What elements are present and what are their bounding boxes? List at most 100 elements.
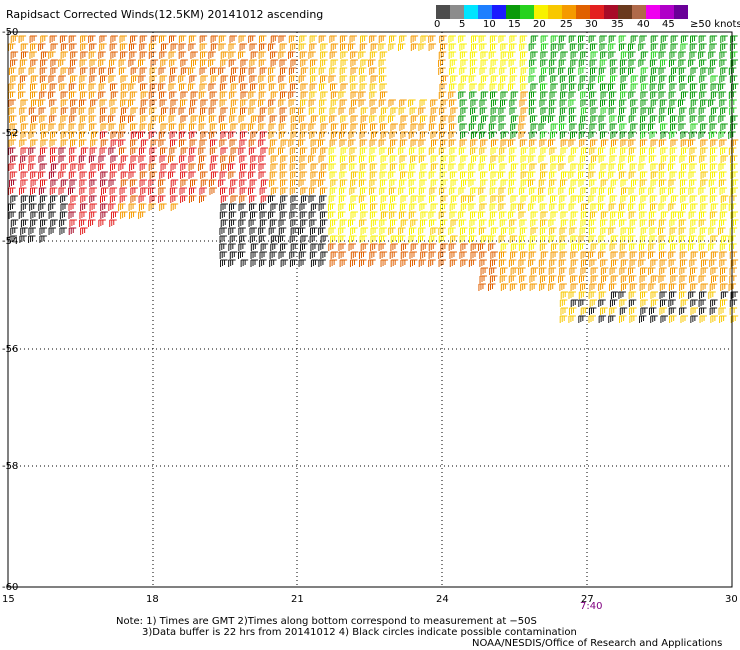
wind-barb — [480, 235, 489, 243]
wind-barb — [378, 139, 387, 147]
wind-barb — [648, 251, 656, 259]
wind-barb — [578, 59, 587, 67]
wind-barb — [569, 219, 578, 227]
wind-barb — [570, 59, 578, 67]
wind-barb — [270, 235, 279, 243]
wind-barb — [579, 155, 588, 163]
wind-barb — [710, 83, 719, 91]
wind-barb — [710, 91, 719, 99]
wind-barb — [288, 99, 297, 107]
wind-barb — [560, 171, 569, 179]
wind-barb — [670, 67, 679, 75]
map-frame — [7, 31, 733, 588]
wind-barb — [629, 315, 637, 323]
wind-barb — [550, 35, 559, 43]
wind-barb — [199, 43, 208, 51]
wind-barb — [699, 315, 708, 323]
wind-barb — [549, 59, 557, 67]
wind-barb — [390, 259, 399, 267]
wind-barb — [730, 179, 739, 187]
wind-barb — [209, 163, 218, 171]
scale-segment — [674, 5, 688, 19]
wind-barb — [258, 163, 266, 171]
wind-barb — [449, 171, 458, 179]
wind-barb — [628, 187, 637, 195]
wind-barb — [719, 211, 728, 219]
wind-barb — [349, 163, 357, 171]
wind-barb — [529, 147, 538, 155]
wind-barb — [660, 211, 669, 219]
wind-barb — [689, 147, 697, 155]
wind-barb — [300, 187, 308, 195]
wind-barb — [289, 83, 298, 91]
scale-segment — [478, 5, 492, 19]
wind-barb — [619, 243, 628, 251]
wind-barb — [490, 59, 499, 67]
wind-barb — [588, 195, 596, 203]
wind-barb — [518, 243, 527, 251]
wind-barb — [348, 203, 357, 211]
wind-barb — [680, 131, 688, 139]
wind-barb — [730, 59, 739, 67]
wind-barb — [438, 59, 446, 67]
wind-barb — [418, 43, 426, 51]
wind-barb — [8, 187, 16, 195]
wind-barb — [350, 195, 358, 203]
wind-barb — [128, 59, 136, 67]
wind-barb — [180, 163, 188, 171]
wind-barb — [279, 163, 288, 171]
wind-barb — [350, 83, 358, 91]
wind-barb — [110, 107, 118, 115]
wind-barb — [580, 147, 589, 155]
wind-barb — [278, 99, 286, 107]
wind-barb — [580, 115, 588, 123]
wind-barb — [29, 83, 38, 91]
wind-barb — [628, 203, 636, 211]
wind-barb — [369, 171, 378, 179]
wind-barb — [309, 251, 318, 259]
wind-barb — [200, 131, 208, 139]
wind-barb — [108, 203, 116, 211]
wind-barb — [230, 179, 238, 187]
wind-barb — [479, 275, 488, 283]
wind-barb — [560, 307, 568, 315]
wind-barb — [308, 155, 316, 163]
wind-barb — [229, 235, 238, 243]
wind-barb — [620, 195, 628, 203]
wind-barb — [340, 123, 349, 131]
wind-barb — [330, 251, 339, 259]
wind-barb — [560, 83, 569, 91]
wind-barb — [440, 195, 448, 203]
wind-barb — [719, 171, 727, 179]
wind-barb — [88, 91, 97, 99]
wind-barb — [600, 163, 608, 171]
wind-barb — [270, 91, 279, 99]
wind-barb — [638, 203, 647, 211]
wind-barb — [598, 291, 607, 299]
wind-barb — [300, 59, 308, 67]
wind-barb — [278, 51, 286, 59]
wind-barb — [499, 211, 507, 219]
wind-barb — [360, 35, 368, 43]
wind-barb — [20, 123, 29, 131]
wind-barb — [638, 243, 647, 251]
wind-barb — [458, 219, 467, 227]
wind-barb — [270, 59, 279, 67]
wind-barb — [549, 171, 557, 179]
wind-barb — [689, 259, 697, 267]
wind-barb — [10, 75, 18, 83]
wind-barb — [568, 155, 576, 163]
wind-barb — [648, 187, 656, 195]
wind-barb — [570, 243, 579, 251]
wind-barb — [460, 155, 468, 163]
wind-barb — [220, 107, 228, 115]
wind-barb — [309, 91, 317, 99]
wind-barb — [700, 179, 708, 187]
wind-barb — [690, 315, 698, 323]
wind-barb — [500, 227, 509, 235]
wind-barb — [140, 83, 148, 91]
wind-barb — [508, 211, 516, 219]
wind-barb — [699, 43, 707, 51]
wind-barb — [120, 155, 129, 163]
wind-barb — [619, 59, 628, 67]
